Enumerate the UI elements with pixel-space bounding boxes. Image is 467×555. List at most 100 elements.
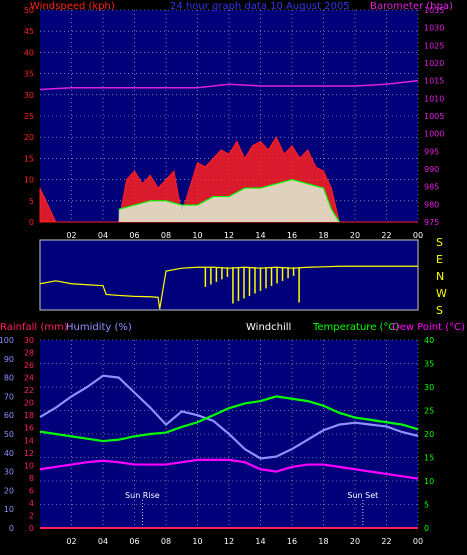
windspeed-tick-label: 45 bbox=[24, 27, 34, 36]
series-dew bbox=[39, 458, 419, 480]
sun-annotation: Sun Rise bbox=[125, 491, 160, 500]
series-humidity bbox=[39, 374, 419, 460]
rainfall-tick-label: 22 bbox=[24, 386, 34, 395]
humidity-tick-label: 100 bbox=[0, 336, 14, 345]
windspeed-tick-label: 10 bbox=[24, 176, 34, 185]
humidity-tick-label: 60 bbox=[4, 411, 14, 420]
x-tick-label: 00 bbox=[413, 231, 423, 240]
barometer-tick-label: 1000 bbox=[424, 130, 444, 139]
x-tick-label: 08 bbox=[161, 537, 171, 546]
windspeed-tick-label: 35 bbox=[24, 70, 34, 79]
legend-humidity: Humidity (%) bbox=[66, 322, 132, 333]
x-tick-label: 06 bbox=[129, 537, 139, 546]
series-temperature bbox=[39, 395, 419, 443]
barometer-tick-label: 1005 bbox=[424, 112, 444, 121]
legend-dewpoint: Dew Point (°C) bbox=[392, 322, 465, 333]
rainfall-tick-label: 14 bbox=[24, 436, 34, 445]
windspeed-tick-label: 0 bbox=[29, 218, 34, 227]
windspeed-tick-label: 40 bbox=[24, 48, 34, 57]
x-tick-label: 20 bbox=[350, 231, 360, 240]
x-tick-label: 12 bbox=[224, 537, 234, 546]
rainfall-tick-label: 20 bbox=[24, 399, 34, 408]
humidity-tick-label: 10 bbox=[4, 505, 14, 514]
rainfall-tick-label: 30 bbox=[24, 336, 34, 345]
chart-title: 24 hour graph data 10 August 2005 bbox=[170, 1, 350, 12]
barometer-tick-label: 990 bbox=[424, 165, 439, 174]
windspeed-tick-label: 50 bbox=[24, 6, 34, 15]
temperature-tick-label: 25 bbox=[424, 407, 434, 416]
rainfall-tick-label: 2 bbox=[29, 511, 34, 520]
temperature-tick-label: 35 bbox=[424, 360, 434, 369]
humidity-tick-label: 80 bbox=[4, 374, 14, 383]
x-tick-label: 18 bbox=[318, 231, 328, 240]
rainfall-tick-label: 0 bbox=[29, 524, 34, 533]
direction-label: S bbox=[436, 236, 443, 249]
windspeed-tick-label: 20 bbox=[24, 133, 34, 142]
windspeed-axis-label: Windspeed (kph) bbox=[30, 1, 115, 12]
rainfall-tick-label: 18 bbox=[24, 411, 34, 420]
barometer-tick-label: 1035 bbox=[424, 6, 444, 15]
humidity-tick-label: 90 bbox=[4, 355, 14, 364]
x-tick-label: 22 bbox=[381, 537, 391, 546]
humidity-tick-label: 70 bbox=[4, 392, 14, 401]
humidity-tick-label: 0 bbox=[9, 524, 14, 533]
direction-label: N bbox=[436, 270, 444, 283]
humidity-tick-label: 30 bbox=[4, 468, 14, 477]
barometer-tick-label: 1015 bbox=[424, 77, 444, 86]
x-tick-label: 10 bbox=[192, 537, 202, 546]
rainfall-tick-label: 12 bbox=[24, 449, 34, 458]
windspeed-tick-label: 15 bbox=[24, 154, 34, 163]
x-tick-label: 04 bbox=[98, 537, 108, 546]
rainfall-tick-label: 26 bbox=[24, 361, 34, 370]
temperature-tick-label: 5 bbox=[424, 501, 429, 510]
barometer-tick-label: 1020 bbox=[424, 59, 444, 68]
direction-label: E bbox=[436, 253, 443, 266]
barometer-tick-label: 1030 bbox=[424, 24, 444, 33]
x-tick-label: 04 bbox=[98, 231, 108, 240]
x-tick-label: 12 bbox=[224, 231, 234, 240]
barometer-tick-label: 985 bbox=[424, 183, 439, 192]
temperature-tick-label: 20 bbox=[424, 430, 434, 439]
sun-annotation: Sun Set bbox=[347, 491, 378, 500]
x-tick-label: 10 bbox=[192, 231, 202, 240]
x-tick-label: 14 bbox=[255, 231, 265, 240]
x-tick-label: 16 bbox=[287, 231, 297, 240]
temperature-tick-label: 0 bbox=[424, 524, 429, 533]
windspeed-tick-label: 25 bbox=[24, 112, 34, 121]
windspeed-tick-label: 30 bbox=[24, 91, 34, 100]
wind-direction-series bbox=[39, 265, 418, 310]
x-tick-label: 22 bbox=[381, 231, 391, 240]
x-tick-label: 14 bbox=[255, 537, 265, 546]
temperature-tick-label: 40 bbox=[424, 336, 434, 345]
x-tick-label: 06 bbox=[129, 231, 139, 240]
barometer-tick-label: 975 bbox=[424, 218, 439, 227]
legend-rainfall: Rainfall (mm) bbox=[0, 322, 68, 333]
avg-wind-fill bbox=[118, 179, 340, 222]
rainfall-tick-label: 6 bbox=[29, 486, 34, 495]
direction-label: S bbox=[436, 304, 443, 317]
barometer-series bbox=[39, 79, 419, 91]
rainfall-tick-label: 16 bbox=[24, 424, 34, 433]
x-tick-label: 16 bbox=[287, 537, 297, 546]
barometer-tick-label: 1010 bbox=[424, 94, 444, 103]
x-tick-label: 08 bbox=[161, 231, 171, 240]
rainfall-tick-label: 28 bbox=[24, 349, 34, 358]
rainfall-tick-label: 10 bbox=[24, 461, 34, 470]
legend-temperature: Temperature (°C) bbox=[312, 322, 399, 333]
barometer-tick-label: 980 bbox=[424, 200, 439, 209]
direction-label: W bbox=[436, 287, 447, 300]
windspeed-tick-label: 5 bbox=[29, 197, 34, 206]
rainfall-tick-label: 24 bbox=[24, 374, 34, 383]
avg-wind-series bbox=[118, 178, 340, 223]
rainfall-tick-label: 8 bbox=[29, 474, 34, 483]
x-tick-label: 18 bbox=[318, 537, 328, 546]
rainfall-tick-label: 4 bbox=[29, 499, 34, 508]
humidity-tick-label: 50 bbox=[4, 430, 14, 439]
x-tick-label: 02 bbox=[66, 231, 76, 240]
humidity-tick-label: 40 bbox=[4, 449, 14, 458]
temperature-tick-label: 30 bbox=[424, 383, 434, 392]
